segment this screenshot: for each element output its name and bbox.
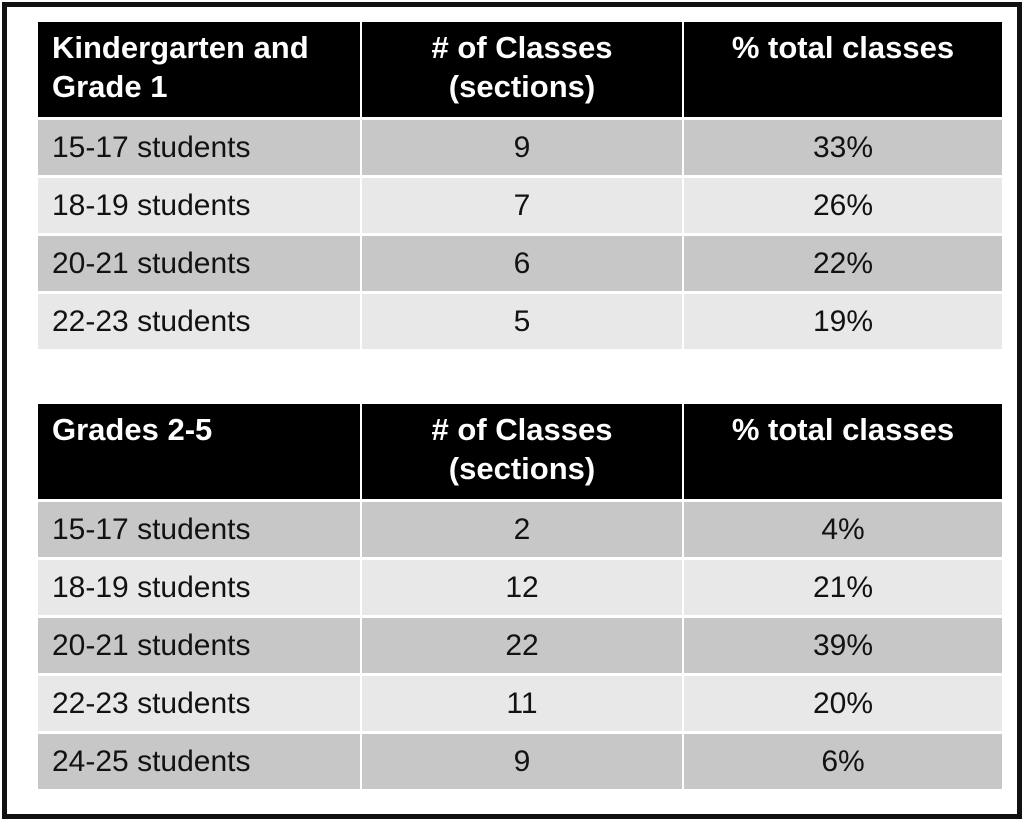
percent-value: 4%	[684, 502, 1002, 557]
col-header-pct-classes: % total classes	[684, 22, 1002, 117]
classes-count: 5	[362, 294, 682, 349]
percent-value: 26%	[684, 178, 1002, 233]
col-header-pct-classes: % total classes	[684, 404, 1002, 499]
col-header-grade-group: Grades 2-5	[38, 404, 360, 499]
percent-value: 22%	[684, 236, 1002, 291]
row-label: 20-21 students	[38, 236, 360, 291]
classes-count: 12	[362, 560, 682, 615]
row-label: 20-21 students	[38, 618, 360, 673]
table-gap	[38, 349, 997, 404]
table-grades-2-5: Grades 2-5 # of Classes (sections) % tot…	[38, 404, 1002, 789]
classes-count: 9	[362, 120, 682, 175]
table-kindergarten-grade1: Kindergarten and Grade 1 # of Classes (s…	[38, 22, 1002, 349]
percent-value: 19%	[684, 294, 1002, 349]
percent-value: 6%	[684, 734, 1002, 789]
classes-count: 6	[362, 236, 682, 291]
row-label: 15-17 students	[38, 502, 360, 557]
col-header-num-classes: # of Classes (sections)	[362, 22, 682, 117]
percent-value: 39%	[684, 618, 1002, 673]
col-header-grade-group: Kindergarten and Grade 1	[38, 22, 360, 117]
row-label: 18-19 students	[38, 178, 360, 233]
row-label: 18-19 students	[38, 560, 360, 615]
classes-count: 7	[362, 178, 682, 233]
col-header-num-classes: # of Classes (sections)	[362, 404, 682, 499]
row-label: 15-17 students	[38, 120, 360, 175]
row-label: 22-23 students	[38, 676, 360, 731]
classes-count: 2	[362, 502, 682, 557]
percent-value: 33%	[684, 120, 1002, 175]
classes-count: 11	[362, 676, 682, 731]
percent-value: 20%	[684, 676, 1002, 731]
row-label: 24-25 students	[38, 734, 360, 789]
row-label: 22-23 students	[38, 294, 360, 349]
classes-count: 9	[362, 734, 682, 789]
classes-count: 22	[362, 618, 682, 673]
percent-value: 21%	[684, 560, 1002, 615]
